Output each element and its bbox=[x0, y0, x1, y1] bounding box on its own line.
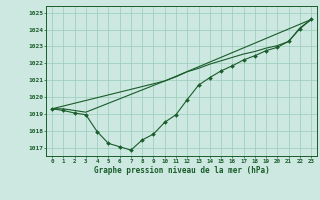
X-axis label: Graphe pression niveau de la mer (hPa): Graphe pression niveau de la mer (hPa) bbox=[94, 166, 269, 175]
